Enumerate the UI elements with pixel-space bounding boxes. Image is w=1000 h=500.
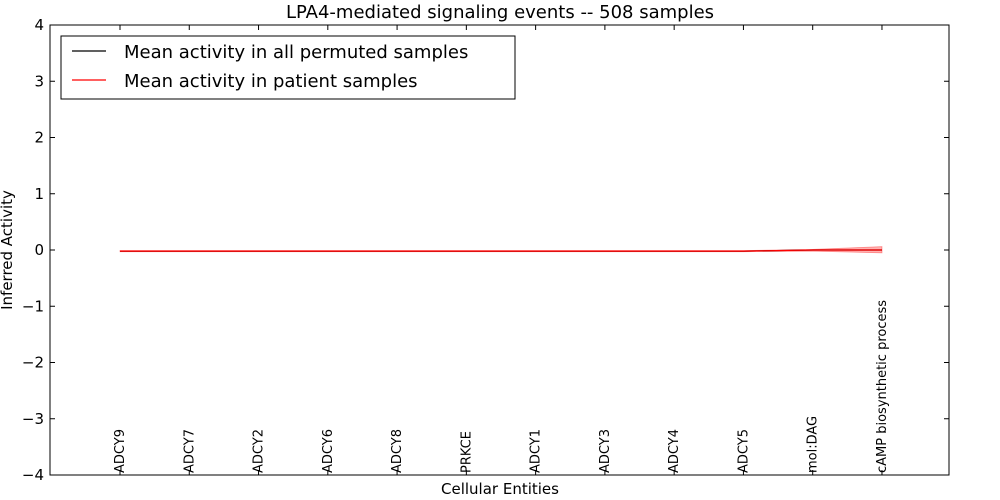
category-label: ADCY4 [667, 429, 682, 473]
legend-box [60, 35, 516, 100]
plot-frame [49, 24, 950, 476]
y-tick-label: 3 [34, 72, 44, 90]
plot-area [119, 246, 883, 254]
category-label: ADCY2 [252, 429, 267, 473]
category-label: ADCY6 [321, 429, 336, 473]
legend: Mean activity in all permuted samples Me… [60, 35, 516, 100]
y-axis-ticks: −4 −3 −2 −1 0 1 2 3 4 [22, 16, 949, 484]
category-label: PRKCE [459, 431, 474, 473]
y-tick-label: −2 [22, 354, 44, 372]
y-tick-label: 4 [34, 16, 44, 34]
chart-title: LPA4-mediated signaling events -- 508 sa… [286, 2, 714, 23]
category-label: ADCY7 [182, 429, 197, 473]
y-tick-label: 2 [34, 129, 44, 147]
patient-series-line [120, 249, 882, 252]
category-label: ADCY1 [529, 429, 544, 473]
y-tick-label: −4 [22, 466, 44, 484]
patient-band [119, 246, 883, 254]
category-label: cAMP biosynthetic process [875, 300, 890, 473]
y-tick-label: 1 [34, 185, 44, 203]
category-labels: ADCY9 ADCY7 ADCY2 ADCY6 ADCY8 PRKCE ADCY1 ADCY3… [113, 25, 890, 475]
y-axis-label: Inferred Activity [0, 190, 16, 310]
category-label: ADCY5 [736, 429, 751, 473]
y-tick-label: −3 [22, 410, 44, 428]
category-label: ADCY8 [390, 429, 405, 473]
x-axis-label: Cellular Entities [441, 480, 559, 498]
legend-label-permuted: Mean activity in all permuted samples [124, 42, 468, 63]
y-tick-label: 0 [34, 241, 44, 259]
category-label: ADCY3 [598, 429, 613, 473]
y-tick-label: −1 [22, 297, 44, 315]
category-label: mol:DAG [806, 416, 821, 473]
category-label: ADCY9 [113, 429, 128, 473]
legend-label-patient: Mean activity in patient samples [124, 71, 418, 92]
